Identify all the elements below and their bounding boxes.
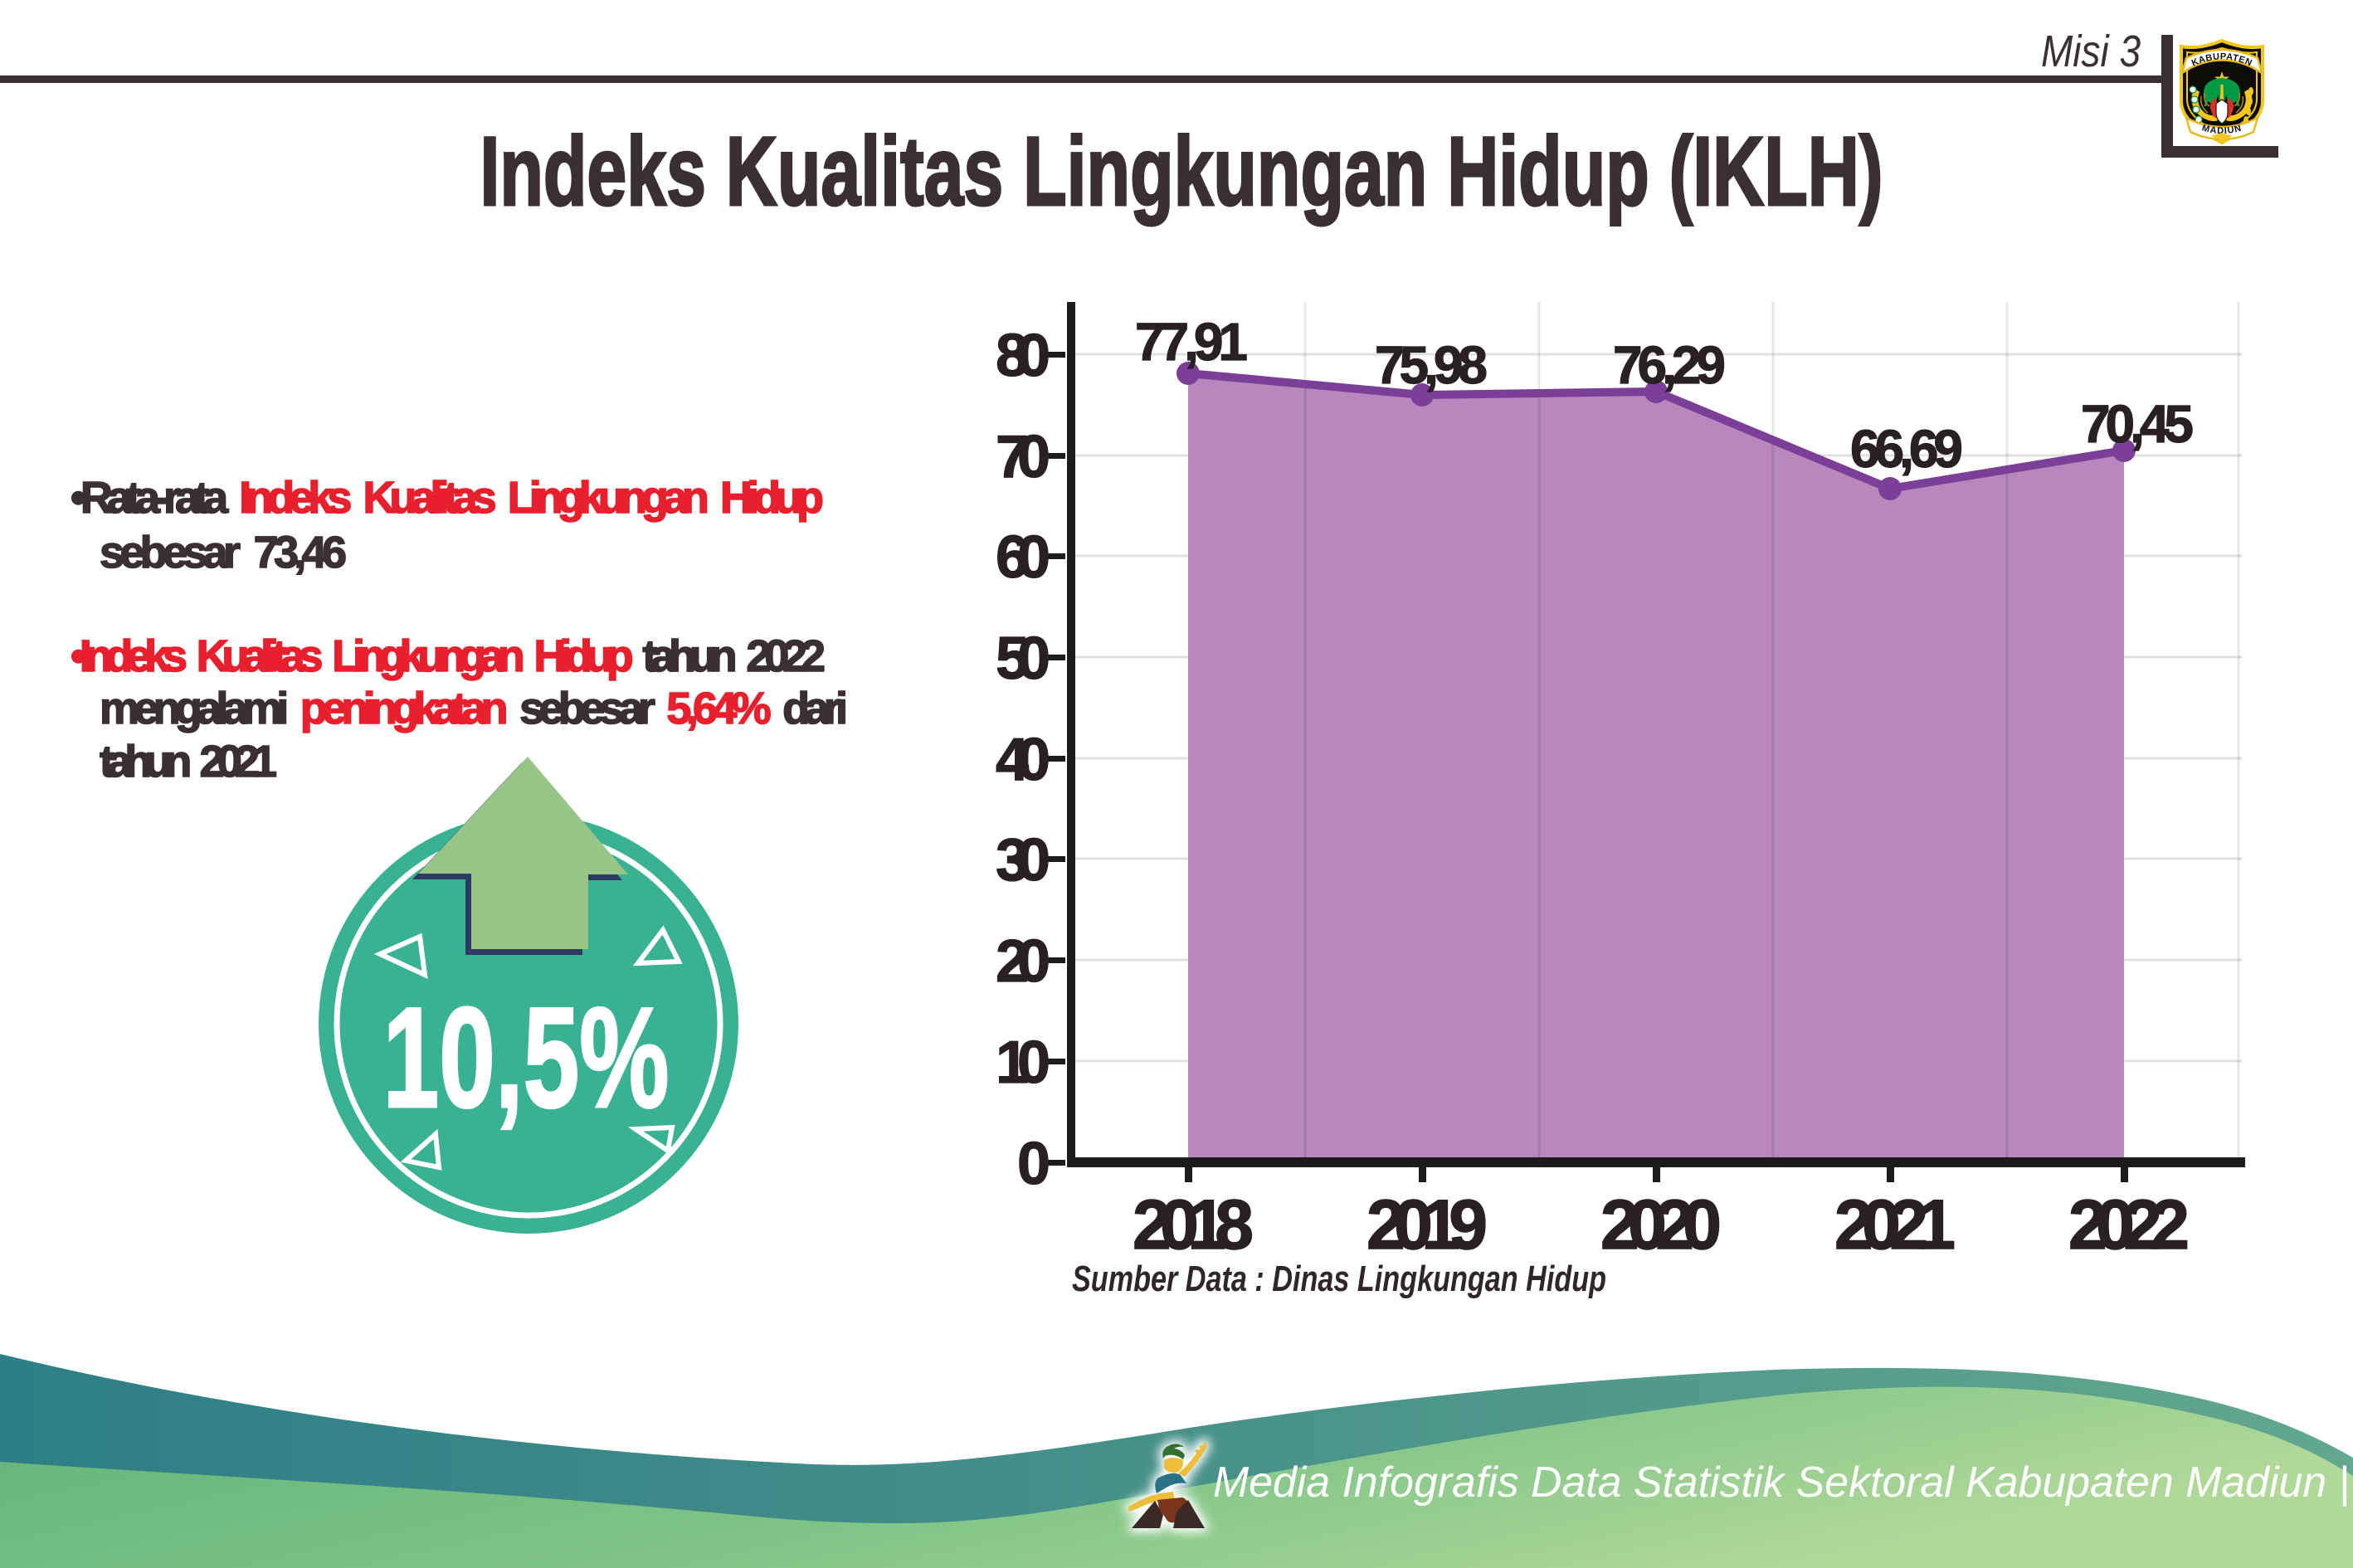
svg-text:77,91: 77,91 [1135, 312, 1248, 372]
svg-text:76,29: 76,29 [1613, 335, 1726, 395]
svg-text:20: 20 [996, 928, 1050, 995]
svg-text:66,69: 66,69 [1850, 419, 1963, 479]
svg-text:2020: 2020 [1600, 1186, 1722, 1264]
svg-text:75,98: 75,98 [1375, 335, 1488, 395]
svg-text:•Rata-rata Indeks Kualitas Lin: •Rata-rata Indeks Kualitas Lingkungan Hi… [71, 473, 824, 523]
svg-text:10: 10 [996, 1030, 1050, 1096]
svg-text:0: 0 [1017, 1131, 1050, 1197]
svg-text:60: 60 [996, 524, 1050, 591]
svg-text:30: 30 [996, 827, 1050, 894]
svg-text:2022: 2022 [2068, 1186, 2190, 1264]
svg-text:•Indeks Kualitas Lingkungan Hi: •Indeks Kualitas Lingkungan Hidup tahun … [71, 631, 826, 681]
svg-text:Media Infografis Data Statisti: Media Infografis Data Statistik Sektoral… [1213, 1458, 2350, 1507]
svg-text:70: 70 [996, 424, 1050, 490]
svg-text:70,45: 70,45 [2081, 394, 2194, 454]
svg-text:sebesar 73,46: sebesar 73,46 [100, 528, 347, 577]
svg-text:50: 50 [996, 626, 1050, 692]
svg-text:2018: 2018 [1133, 1186, 1254, 1264]
svg-text:80: 80 [996, 323, 1050, 389]
svg-text:40: 40 [996, 727, 1050, 793]
svg-text:MADIUN: MADIUN [2201, 123, 2243, 136]
svg-text:Misi 3: Misi 3 [2041, 27, 2141, 76]
svg-text:Indeks Kualitas Lingkungan Hid: Indeks Kualitas Lingkungan Hidup (IKLH) [480, 117, 1883, 226]
svg-text:2019: 2019 [1366, 1186, 1488, 1264]
svg-text:tahun 2021: tahun 2021 [100, 737, 277, 786]
svg-text:mengalami peningkatan sebesar: mengalami peningkatan sebesar 5,64% dari [100, 684, 848, 733]
svg-text:2021: 2021 [1834, 1186, 1956, 1264]
svg-text:Sumber Data : Dinas Lingkungan: Sumber Data : Dinas Lingkungan Hidup [1072, 1259, 1606, 1299]
svg-text:10,5%: 10,5% [383, 978, 670, 1137]
